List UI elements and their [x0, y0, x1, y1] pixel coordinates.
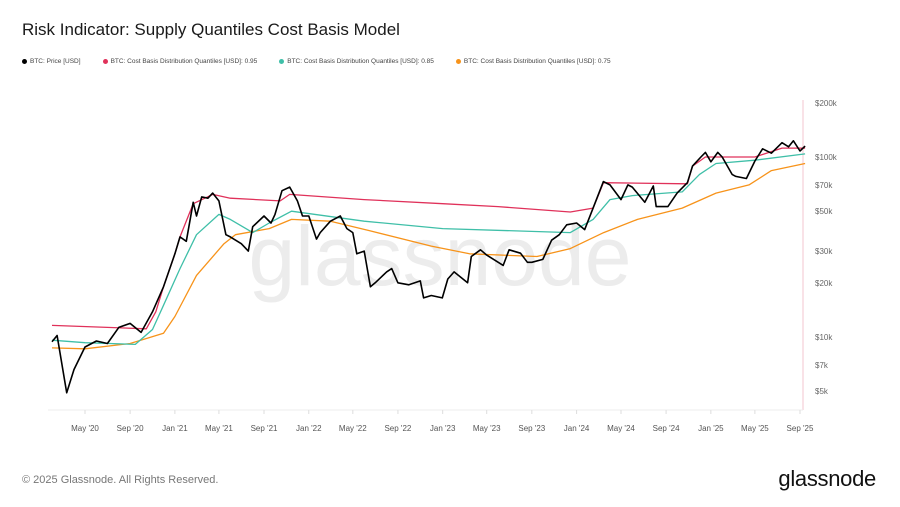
- x-tick-label: May '23: [473, 424, 501, 433]
- legend: BTC: Price [USD] BTC: Cost Basis Distrib…: [22, 58, 633, 65]
- x-tick-label: Jan '22: [296, 424, 322, 433]
- legend-label: BTC: Cost Basis Distribution Quantiles […: [287, 58, 434, 65]
- x-tick-label: Jan '23: [430, 424, 456, 433]
- x-tick-label: Sep '20: [117, 424, 144, 433]
- series-line-price: [51, 140, 806, 394]
- x-tick-label: May '20: [71, 424, 99, 433]
- x-tick-label: Jan '24: [564, 424, 590, 433]
- legend-swatch: [455, 59, 461, 64]
- x-tick-label: Jan '25: [698, 424, 724, 433]
- y-tick-label: $10k: [815, 333, 833, 342]
- legend-swatch: [102, 59, 108, 64]
- y-tick-label: $30k: [815, 247, 833, 256]
- x-tick-label: Sep '25: [787, 424, 814, 433]
- y-tick-label: $70k: [815, 181, 833, 190]
- y-tick-label: $50k: [815, 207, 833, 216]
- y-tick-label: $20k: [815, 279, 833, 288]
- legend-item-q95[interactable]: BTC: Cost Basis Distribution Quantiles […: [102, 58, 258, 65]
- legend-label: BTC: Cost Basis Distribution Quantiles […: [110, 58, 258, 65]
- y-tick-label: $200k: [815, 99, 838, 108]
- x-tick-label: May '24: [607, 424, 635, 433]
- legend-label: BTC: Price [USD]: [30, 58, 81, 65]
- x-tick-label: Sep '22: [384, 424, 411, 433]
- series-line-quantile-085: [51, 153, 806, 346]
- legend-item-price[interactable]: BTC: Price [USD]: [22, 58, 81, 65]
- x-tick-label: Jan '21: [162, 424, 188, 433]
- legend-swatch: [279, 59, 285, 64]
- glassnode-logo: glassnode: [778, 466, 876, 491]
- chart-title: Risk Indicator: Supply Quantiles Cost Ba…: [22, 20, 400, 39]
- y-tick-label: $100k: [815, 153, 838, 162]
- copyright: © 2025 Glassnode. All Rights Reserved.: [22, 474, 219, 486]
- x-tick-label: Sep '23: [518, 424, 545, 433]
- x-tick-label: May '21: [205, 424, 233, 433]
- x-tick-label: May '22: [339, 424, 367, 433]
- legend-swatch: [22, 59, 27, 64]
- series-line-quantile-075: [51, 162, 806, 350]
- x-tick-label: May '25: [741, 424, 769, 433]
- x-tick-label: Sep '24: [653, 424, 680, 433]
- y-tick-label: $5k: [815, 387, 829, 396]
- legend-item-q75[interactable]: BTC: Cost Basis Distribution Quantiles […: [455, 58, 611, 65]
- y-tick-label: $7k: [815, 361, 829, 370]
- x-tick-label: Sep '21: [251, 424, 278, 433]
- legend-label: BTC: Cost Basis Distribution Quantiles […: [463, 58, 611, 65]
- legend-item-q85[interactable]: BTC: Cost Basis Distribution Quantiles […: [279, 58, 434, 65]
